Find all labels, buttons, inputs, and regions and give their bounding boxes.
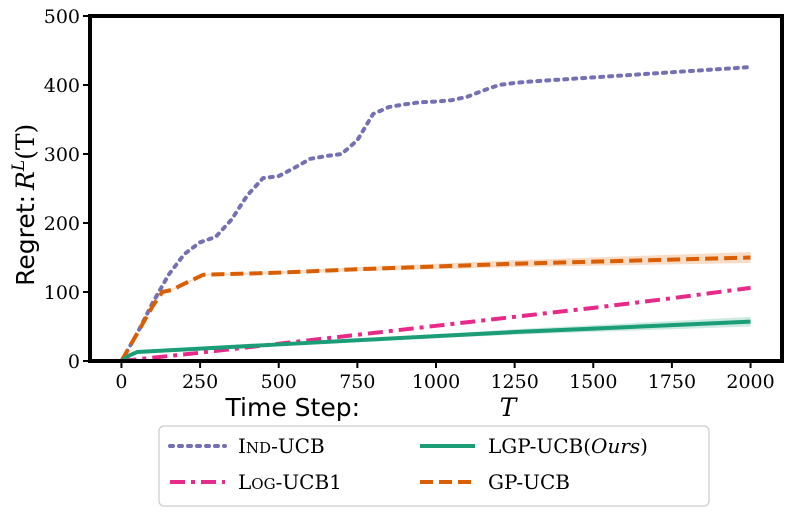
legend-label-log-ucb1: LOG-UCB1 <box>238 470 342 494</box>
y-axis-title: Regret: <box>11 195 40 286</box>
y-axis-variable: RL(T) <box>9 124 40 191</box>
y-tick-label: 0 <box>68 351 80 373</box>
x-axis-ticks: 0 250 500 750 1000 1250 1500 1750 2000 <box>115 361 775 393</box>
x-tick-label: 1250 <box>490 371 538 393</box>
series-line-gp-ucb <box>119 255 751 362</box>
y-axis-var-r: R <box>11 171 40 191</box>
series-line-log-ucb1 <box>121 285 751 363</box>
legend-label-ind-ucb: IND-UCB <box>238 434 325 458</box>
legend-label-gp-ucb: GP-UCB <box>488 470 570 494</box>
x-axis-title: Time Step: <box>225 393 360 422</box>
x-tick-label: 1750 <box>648 371 696 393</box>
x-tick-label: 2000 <box>726 371 774 393</box>
y-tick-label: 100 <box>44 282 80 304</box>
y-axis-ticks: 0 100 200 300 400 500 <box>44 6 90 373</box>
x-tick-label: 250 <box>182 371 218 393</box>
plot-frame <box>88 14 784 363</box>
x-tick-label: 1000 <box>412 371 460 393</box>
x-tick-label: 0 <box>115 371 127 393</box>
band-lgp-ucb-ours <box>121 316 751 361</box>
y-axis-title-group: Regret: RL(T) <box>9 124 40 286</box>
x-tick-label: 750 <box>339 371 375 393</box>
confidence-bands <box>121 251 751 361</box>
x-tick-label: 1500 <box>569 371 617 393</box>
series-line-lgp-ucb-ours <box>120 319 751 363</box>
y-tick-label: 300 <box>44 144 80 166</box>
y-axis-var-superscript: L <box>9 160 29 172</box>
y-axis-var-arg: (T) <box>11 124 40 160</box>
series-line-ind-ucb <box>119 65 753 363</box>
legend: IND-UCB LOG-UCB1 LGP-UCB(Ours) GP-UCB <box>158 425 710 507</box>
legend-box <box>158 425 710 507</box>
x-axis-variable: T <box>500 393 519 422</box>
series-lines <box>119 65 753 363</box>
band-gp-ucb <box>121 251 751 361</box>
legend-label-lgp-ucb: LGP-UCB(Ours) <box>488 434 648 458</box>
x-tick-label: 500 <box>261 371 297 393</box>
y-tick-label: 400 <box>44 75 80 97</box>
y-tick-label: 200 <box>44 213 80 235</box>
y-tick-label: 500 <box>44 6 80 28</box>
